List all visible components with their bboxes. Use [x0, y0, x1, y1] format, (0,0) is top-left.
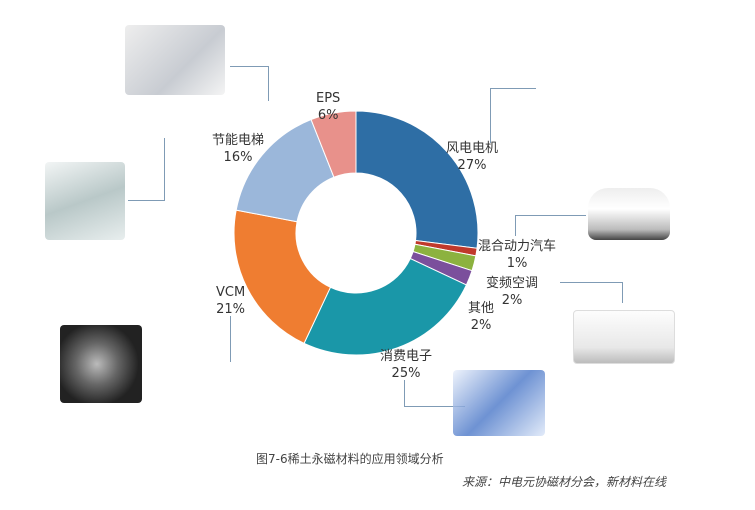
connector-wind — [490, 88, 536, 143]
figure-caption: 图7-6稀土永磁材料的应用领域分析 — [256, 452, 444, 466]
connector-hybrid — [515, 215, 586, 236]
steering-system-image — [125, 25, 225, 95]
label-vcm: VCM 21% — [216, 285, 246, 317]
escalator-image — [45, 162, 125, 240]
hard-disk-image — [60, 325, 142, 403]
label-consumer: 消费电子 25% — [380, 349, 433, 381]
source-note: 来源：中电元协磁材分会，新材料在线 — [462, 475, 667, 489]
slice-5 — [233, 209, 332, 345]
connector-ac — [560, 282, 623, 303]
label-wind: 风电电机 27% — [446, 141, 499, 173]
slice-0 — [355, 110, 479, 249]
label-hybrid: 混合动力汽车 1% — [478, 239, 557, 271]
label-other: 其他 2% — [468, 301, 495, 333]
slice-7 — [310, 110, 357, 178]
car-image — [588, 188, 670, 240]
connector-eps — [230, 66, 269, 101]
slice-4 — [303, 257, 468, 356]
connector-consumer — [404, 380, 465, 407]
label-elevator: 节能电梯 16% — [212, 133, 265, 165]
label-eps: EPS 6% — [316, 91, 341, 123]
label-ac: 变频空调 2% — [486, 276, 539, 308]
electronics-image — [453, 370, 545, 436]
connector-elevator — [128, 138, 165, 201]
connector-vcm — [230, 316, 232, 362]
air-conditioner-image — [573, 310, 675, 364]
